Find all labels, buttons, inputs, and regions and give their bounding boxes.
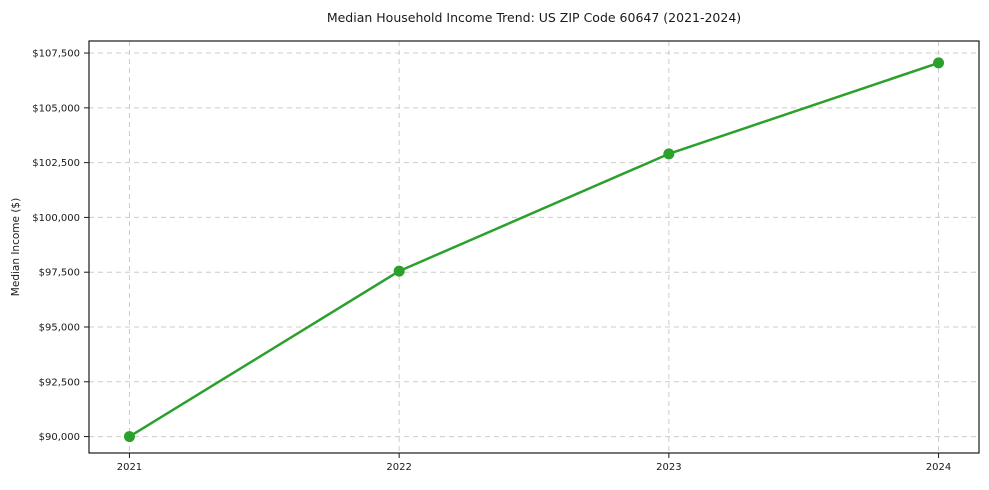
y-tick-label: $100,000: [32, 213, 80, 224]
axes: $90,000 $92,500 $95,000 $97,500 $100,000 $102…: [32, 40, 980, 473]
y-tick-label: $107,500: [32, 49, 80, 60]
y-axis-label: Median Income ($): [10, 198, 22, 296]
plot-border: [88, 40, 980, 454]
series: [123, 57, 945, 443]
y-tick-label: $105,000: [32, 103, 80, 114]
data-point-marker: [123, 431, 135, 443]
gridlines: [89, 41, 979, 453]
y-tick-label: $90,000: [39, 432, 80, 443]
x-tick-label: 2023: [656, 462, 681, 473]
y-tick-label: $97,500: [39, 268, 80, 279]
chart-title: Median Household Income Trend: US ZIP Co…: [327, 10, 741, 25]
x-tick-label: 2024: [926, 462, 951, 473]
x-tick-label: 2022: [386, 462, 411, 473]
y-tick-label: $102,500: [32, 158, 80, 169]
data-point-marker: [393, 265, 405, 277]
y-tick-label: $92,500: [39, 377, 80, 388]
data-point-marker: [663, 148, 675, 160]
data-point-marker: [933, 57, 945, 69]
x-tick-label: 2021: [117, 462, 142, 473]
y-tick-label: $95,000: [39, 322, 80, 333]
trend-line: [128, 61, 940, 438]
